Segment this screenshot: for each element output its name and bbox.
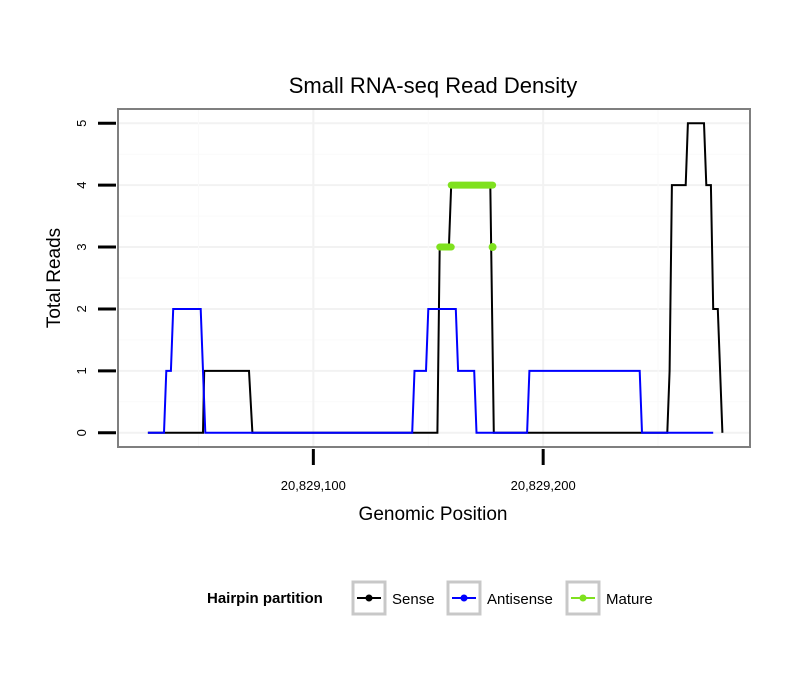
legend-key-point [365,594,373,602]
legend-item-antisense: Antisense [446,580,553,616]
y-axis-label: Total Reads [44,228,65,328]
x-tick-label: 20,829,200 [511,478,576,493]
antisense-series-line [147,308,714,434]
y-tick-label: 4 [74,182,89,189]
legend: Hairpin partition Sense Antisense Mature [207,580,653,616]
y-tick-label: 3 [74,243,89,250]
legend-item-sense: Sense [351,580,435,616]
mature-point [488,243,497,252]
x-tick-label: 20,829,100 [281,478,346,493]
legend-label: Antisense [487,591,553,608]
y-axis: 0 1 2 3 4 5 [74,120,116,436]
y-tick-label: 2 [74,305,89,312]
series-layer [147,122,724,434]
plot-border [117,108,751,448]
legend-label: Sense [392,591,435,608]
legend-item-mature: Mature [565,580,653,616]
sense-series-line [147,122,724,434]
legend-title: Hairpin partition [207,590,323,607]
x-axis-label: Genomic Position [359,504,508,525]
y-tick-label: 1 [74,367,89,374]
y-tick-label: 5 [74,120,89,127]
legend-key-point [460,594,468,602]
chart-title: Small RNA-seq Read Density [289,73,578,98]
x-axis: 20,829,100 20,829,200 [281,449,576,493]
y-tick-label: 0 [74,429,89,436]
legend-label: Mature [606,591,653,608]
legend-key-point [579,594,587,602]
